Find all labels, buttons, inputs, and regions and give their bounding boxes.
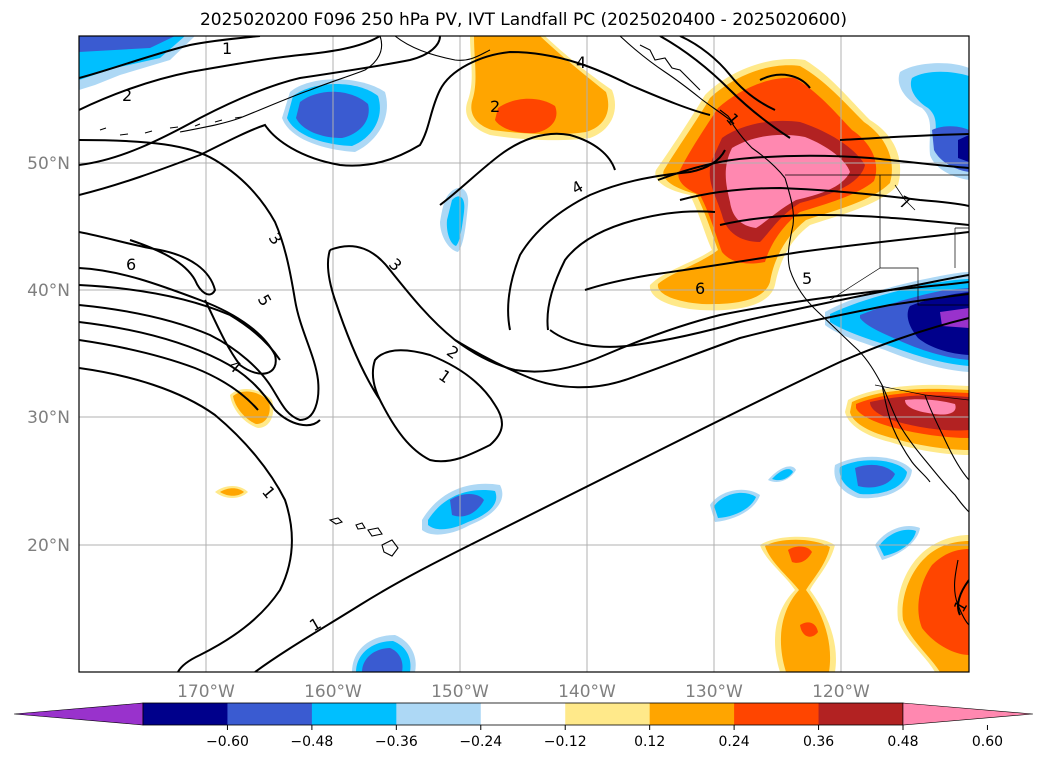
colorbar-cell: [480, 703, 566, 725]
colorbar-cell: [565, 703, 651, 725]
shade-negative: [879, 529, 916, 556]
gridlines: [79, 36, 969, 672]
shade-negative: [362, 648, 403, 672]
lat-tick-label: 50°N: [27, 154, 70, 174]
colorbar-tick-label: 0.48: [887, 734, 918, 750]
pv-contours: [79, 36, 969, 672]
colorbar-tick-label: 0.60: [972, 734, 1003, 750]
lon-tick-label: 140°W: [558, 682, 616, 702]
coastlines: [99, 36, 969, 626]
map-plot-area: 1 2 4 2 6 3 3 5 4 1 2 1 4 6 7 5 1 1 1: [79, 36, 969, 672]
pc-shading: [79, 36, 969, 672]
lon-tick-label: 170°W: [177, 682, 235, 702]
colorbar-extend-low: [13, 702, 144, 726]
contour-label: 2: [490, 97, 500, 116]
shade-positive: [788, 546, 812, 563]
lon-tick-label: 130°W: [685, 682, 743, 702]
latitude-labels: 50°N 40°N 30°N 20°N: [27, 154, 70, 556]
colorbar-cell: [818, 703, 904, 725]
colorbar-tick-label: −0.48: [290, 734, 333, 750]
colorbar-cell: [396, 703, 482, 725]
shade-positive: [918, 549, 969, 655]
shade-negative: [958, 135, 969, 162]
colorbar-tick-label: −0.12: [544, 734, 587, 750]
contour-label: 2: [122, 86, 132, 105]
shade-positive: [905, 399, 956, 415]
shade-positive: [233, 391, 270, 424]
contour-label: 5: [802, 269, 812, 288]
lat-tick-label: 40°N: [27, 281, 70, 301]
contour-label: 6: [126, 255, 136, 274]
colorbar-tick-label: 0.24: [719, 734, 750, 750]
shade-negative: [450, 494, 484, 517]
colorbar-cell: [649, 703, 735, 725]
shade-positive: [765, 539, 831, 672]
colorbar-tick-label: −0.60: [206, 734, 249, 750]
colorbar-cell: [734, 703, 820, 725]
map-title: 2025020200 F096 250 hPa PV, IVT Landfall…: [199, 10, 847, 30]
lon-tick-label: 120°W: [812, 682, 870, 702]
shade-positive: [495, 98, 557, 134]
colorbar-cell: [227, 703, 313, 725]
lon-tick-label: 160°W: [304, 682, 362, 702]
contour-label: 6: [695, 279, 705, 298]
colorbar-tick-label: 0.12: [634, 734, 665, 750]
shade-negative: [772, 469, 793, 481]
lon-tick-label: 150°W: [431, 682, 489, 702]
colorbar-tick-label: −0.24: [459, 734, 502, 750]
colorbar-tick-label: −0.36: [375, 734, 418, 750]
shade-negative: [907, 292, 969, 355]
shade-positive: [220, 488, 244, 496]
political-borders: [785, 174, 969, 401]
shade-positive: [800, 622, 818, 637]
longitude-labels: 170°W 160°W 150°W 140°W 130°W 120°W: [177, 682, 870, 702]
colorbar-cell: [143, 703, 228, 725]
shade-negative: [855, 464, 895, 488]
shade-negative: [79, 36, 175, 52]
lat-tick-label: 20°N: [27, 536, 70, 556]
colorbar: −0.60 −0.48 −0.36 −0.24 −0.12 0.12 0.24 0.36 0.4…: [13, 702, 1034, 750]
shade-negative: [714, 492, 756, 518]
colorbar-extend-high: [902, 702, 1034, 726]
shade-negative: [296, 91, 369, 138]
colorbar-cell: [311, 703, 397, 725]
colorbar-tick-label: 0.36: [803, 734, 834, 750]
contour-label: 4: [576, 53, 586, 72]
map-frame: [78, 35, 970, 673]
lat-tick-label: 30°N: [27, 408, 70, 428]
shade-negative: [932, 126, 969, 172]
contour-label: 1: [222, 39, 232, 58]
